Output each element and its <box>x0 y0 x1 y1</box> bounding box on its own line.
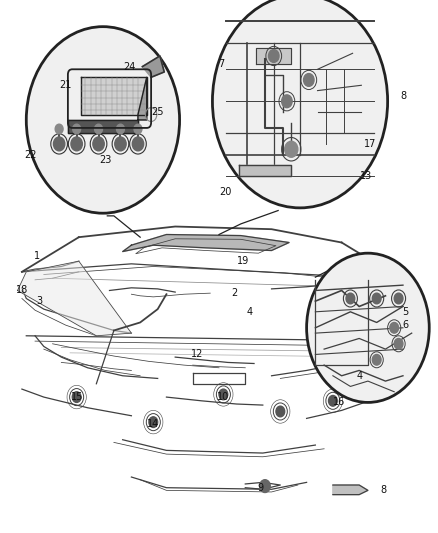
Circle shape <box>307 253 429 402</box>
Circle shape <box>149 417 158 427</box>
Circle shape <box>304 74 314 86</box>
Circle shape <box>285 141 298 157</box>
Circle shape <box>115 137 126 151</box>
Text: 21: 21 <box>60 80 72 90</box>
Text: 5: 5 <box>402 307 408 317</box>
Polygon shape <box>142 56 164 77</box>
Text: 10: 10 <box>217 392 230 402</box>
Text: 23: 23 <box>99 155 111 165</box>
Text: 19: 19 <box>237 256 249 266</box>
Text: 8: 8 <box>380 486 386 495</box>
Polygon shape <box>18 261 131 336</box>
Circle shape <box>73 124 81 134</box>
Text: 24: 24 <box>123 62 135 71</box>
Text: 4: 4 <box>247 307 253 317</box>
Circle shape <box>394 293 403 304</box>
Text: 22: 22 <box>25 150 37 159</box>
Circle shape <box>372 293 381 304</box>
Polygon shape <box>68 120 138 133</box>
Circle shape <box>390 322 399 333</box>
Circle shape <box>72 392 81 402</box>
Text: 9: 9 <box>258 483 264 492</box>
Text: 6: 6 <box>402 320 408 330</box>
Circle shape <box>212 0 388 208</box>
Text: 2: 2 <box>231 288 237 298</box>
Text: 16: 16 <box>333 398 346 407</box>
Polygon shape <box>256 48 291 64</box>
Text: 7: 7 <box>218 59 224 69</box>
Text: 13: 13 <box>360 171 372 181</box>
Circle shape <box>53 137 65 151</box>
Polygon shape <box>81 77 147 115</box>
Circle shape <box>328 395 337 406</box>
Circle shape <box>93 137 104 151</box>
Circle shape <box>219 389 228 400</box>
Text: 25: 25 <box>152 107 164 117</box>
Text: 8: 8 <box>400 91 406 101</box>
Circle shape <box>394 338 403 349</box>
Text: 3: 3 <box>36 296 42 306</box>
Text: 4: 4 <box>356 371 362 381</box>
Polygon shape <box>239 165 291 176</box>
Polygon shape <box>123 235 289 252</box>
Circle shape <box>346 293 355 304</box>
Text: 14: 14 <box>147 419 159 429</box>
Circle shape <box>372 354 381 365</box>
Text: 18: 18 <box>16 286 28 295</box>
Circle shape <box>282 95 292 108</box>
Text: 17: 17 <box>364 139 376 149</box>
Text: 20: 20 <box>219 187 232 197</box>
Circle shape <box>260 480 270 492</box>
Circle shape <box>134 124 142 134</box>
Circle shape <box>132 137 144 151</box>
Circle shape <box>117 124 124 134</box>
Circle shape <box>268 50 279 62</box>
Circle shape <box>276 406 285 417</box>
Circle shape <box>95 124 102 134</box>
Polygon shape <box>138 77 147 120</box>
Circle shape <box>55 124 63 134</box>
Circle shape <box>71 137 82 151</box>
Polygon shape <box>333 485 368 495</box>
Text: 12: 12 <box>191 350 203 359</box>
Text: 15: 15 <box>71 392 83 402</box>
Text: 1: 1 <box>34 251 40 261</box>
Circle shape <box>26 27 180 213</box>
